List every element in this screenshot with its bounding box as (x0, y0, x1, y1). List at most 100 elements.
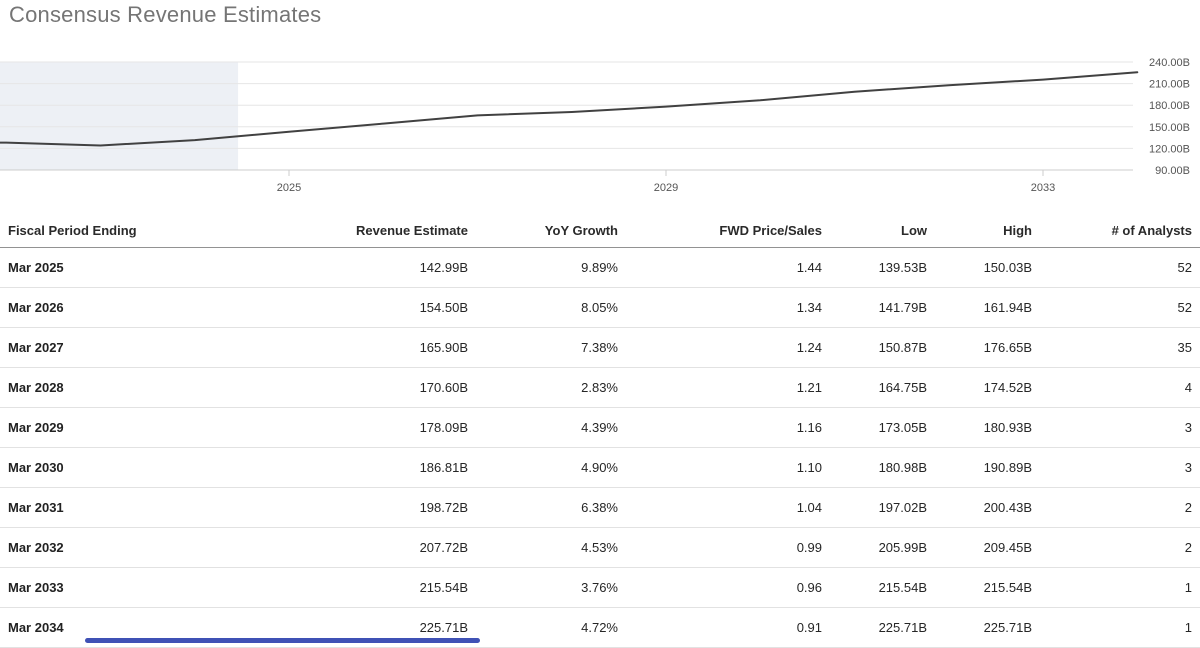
cell-low: 205.99B (822, 527, 927, 568)
y-axis-label: 90.00B (1155, 165, 1190, 177)
cell-revenue: 186.81B (350, 447, 468, 488)
column-header-revenue: Revenue Estimate (350, 213, 468, 248)
cell-analysts: 52 (1032, 287, 1200, 328)
cell-fwd_ps: 1.21 (618, 367, 822, 408)
cell-yoy: 9.89% (468, 247, 618, 288)
cell-revenue: 207.72B (350, 527, 468, 568)
y-axis-label: 180.00B (1149, 100, 1190, 112)
table-row: Mar 2031 198.72B 6.38% 1.04 197.02B 200.43B 2 (0, 487, 1200, 528)
revenue-estimates-chart: 240.00B 210.00B 180.00B 150.00B 120.00B 90.00… (0, 50, 1200, 202)
cell-period: Mar 2031 (0, 487, 350, 528)
cell-analysts: 2 (1032, 527, 1200, 568)
cell-yoy: 2.83% (468, 367, 618, 408)
cell-fwd_ps: 1.04 (618, 487, 822, 528)
y-axis-label: 240.00B (1149, 57, 1190, 69)
cell-high: 215.54B (927, 567, 1032, 608)
cell-low: 197.02B (822, 487, 927, 528)
cell-period: Mar 2032 (0, 527, 350, 568)
table-row: Mar 2034 225.71B 4.72% 0.91 225.71B 225.71B 1 (0, 607, 1200, 648)
cell-high: 150.03B (927, 247, 1032, 288)
table-header-row: Fiscal Period Ending Revenue Estimate YoY … (0, 213, 1200, 248)
cell-high: 200.43B (927, 487, 1032, 528)
y-axis-label: 210.00B (1149, 79, 1190, 91)
y-axis-label: 150.00B (1149, 122, 1190, 134)
cell-period: Mar 2026 (0, 287, 350, 328)
cell-fwd_ps: 0.96 (618, 567, 822, 608)
y-axis-label: 120.00B (1149, 143, 1190, 155)
table-row: Mar 2033 215.54B 3.76% 0.96 215.54B 215.54B 1 (0, 567, 1200, 608)
table-row: Mar 2030 186.81B 4.90% 1.10 180.98B 190.89B 3 (0, 447, 1200, 488)
x-axis-label: 2029 (654, 182, 678, 194)
cell-revenue: 165.90B (350, 327, 468, 368)
revenue-estimate-line (0, 71, 1139, 147)
cell-low: 173.05B (822, 407, 927, 448)
table-row: Mar 2026 154.50B 8.05% 1.34 141.79B 161.94B 52 (0, 287, 1200, 328)
cell-yoy: 8.05% (468, 287, 618, 328)
cell-fwd_ps: 0.91 (618, 607, 822, 648)
cell-high: 161.94B (927, 287, 1032, 328)
cell-yoy: 7.38% (468, 327, 618, 368)
cell-revenue: 178.09B (350, 407, 468, 448)
cell-high: 180.93B (927, 407, 1032, 448)
column-header-fwd_ps: FWD Price/Sales (618, 213, 822, 248)
cell-period: Mar 2025 (0, 247, 350, 288)
cell-fwd_ps: 1.44 (618, 247, 822, 288)
column-header-high: High (927, 213, 1032, 248)
cell-period: Mar 2033 (0, 567, 350, 608)
cell-analysts: 3 (1032, 407, 1200, 448)
table-row: Mar 2032 207.72B 4.53% 0.99 205.99B 209.45B 2 (0, 527, 1200, 568)
x-axis-label: 2025 (277, 182, 301, 194)
estimates-table: Fiscal Period Ending Revenue Estimate YoY … (0, 213, 1200, 648)
column-header-yoy: YoY Growth (468, 213, 618, 248)
cell-yoy: 4.72% (468, 607, 618, 648)
table-row: Mar 2027 165.90B 7.38% 1.24 150.87B 176.65B 35 (0, 327, 1200, 368)
x-axis-label: 2033 (1031, 182, 1055, 194)
cell-low: 215.54B (822, 567, 927, 608)
chart-canvas: 240.00B 210.00B 180.00B 150.00B 120.00B 90.00… (0, 57, 1190, 194)
page-title: Consensus Revenue Estimates (9, 2, 322, 27)
cell-analysts: 4 (1032, 367, 1200, 408)
cell-low: 150.87B (822, 327, 927, 368)
cell-low: 225.71B (822, 607, 927, 648)
cell-yoy: 4.53% (468, 527, 618, 568)
cell-revenue: 142.99B (350, 247, 468, 288)
cell-analysts: 1 (1032, 567, 1200, 608)
cell-high: 190.89B (927, 447, 1032, 488)
column-header-analysts: # of Analysts (1032, 213, 1200, 248)
column-header-period: Fiscal Period Ending (0, 213, 350, 248)
cell-revenue: 215.54B (350, 567, 468, 608)
cell-analysts: 3 (1032, 447, 1200, 488)
horizontal-scrollbar-thumb[interactable] (85, 638, 480, 643)
cell-low: 141.79B (822, 287, 927, 328)
cell-fwd_ps: 1.24 (618, 327, 822, 368)
cell-analysts: 52 (1032, 247, 1200, 288)
cell-revenue: 198.72B (350, 487, 468, 528)
cell-low: 139.53B (822, 247, 927, 288)
cell-high: 174.52B (927, 367, 1032, 408)
cell-fwd_ps: 1.16 (618, 407, 822, 448)
table-row: Mar 2029 178.09B 4.39% 1.16 173.05B 180.93B 3 (0, 407, 1200, 448)
cell-low: 164.75B (822, 367, 927, 408)
table-row: Mar 2025 142.99B 9.89% 1.44 139.53B 150.03B 52 (0, 247, 1200, 288)
cell-period: Mar 2029 (0, 407, 350, 448)
cell-yoy: 4.90% (468, 447, 618, 488)
cell-yoy: 6.38% (468, 487, 618, 528)
cell-period: Mar 2028 (0, 367, 350, 408)
cell-yoy: 4.39% (468, 407, 618, 448)
cell-period: Mar 2030 (0, 447, 350, 488)
historical-period-band (0, 62, 239, 170)
cell-high: 209.45B (927, 527, 1032, 568)
cell-fwd_ps: 0.99 (618, 527, 822, 568)
cell-analysts: 1 (1032, 607, 1200, 648)
cell-analysts: 35 (1032, 327, 1200, 368)
cell-yoy: 3.76% (468, 567, 618, 608)
cell-analysts: 2 (1032, 487, 1200, 528)
cell-fwd_ps: 1.10 (618, 447, 822, 488)
cell-period: Mar 2027 (0, 327, 350, 368)
cell-high: 176.65B (927, 327, 1032, 368)
table-row: Mar 2028 170.60B 2.83% 1.21 164.75B 174.52B 4 (0, 367, 1200, 408)
cell-fwd_ps: 1.34 (618, 287, 822, 328)
cell-high: 225.71B (927, 607, 1032, 648)
cell-revenue: 154.50B (350, 287, 468, 328)
cell-low: 180.98B (822, 447, 927, 488)
